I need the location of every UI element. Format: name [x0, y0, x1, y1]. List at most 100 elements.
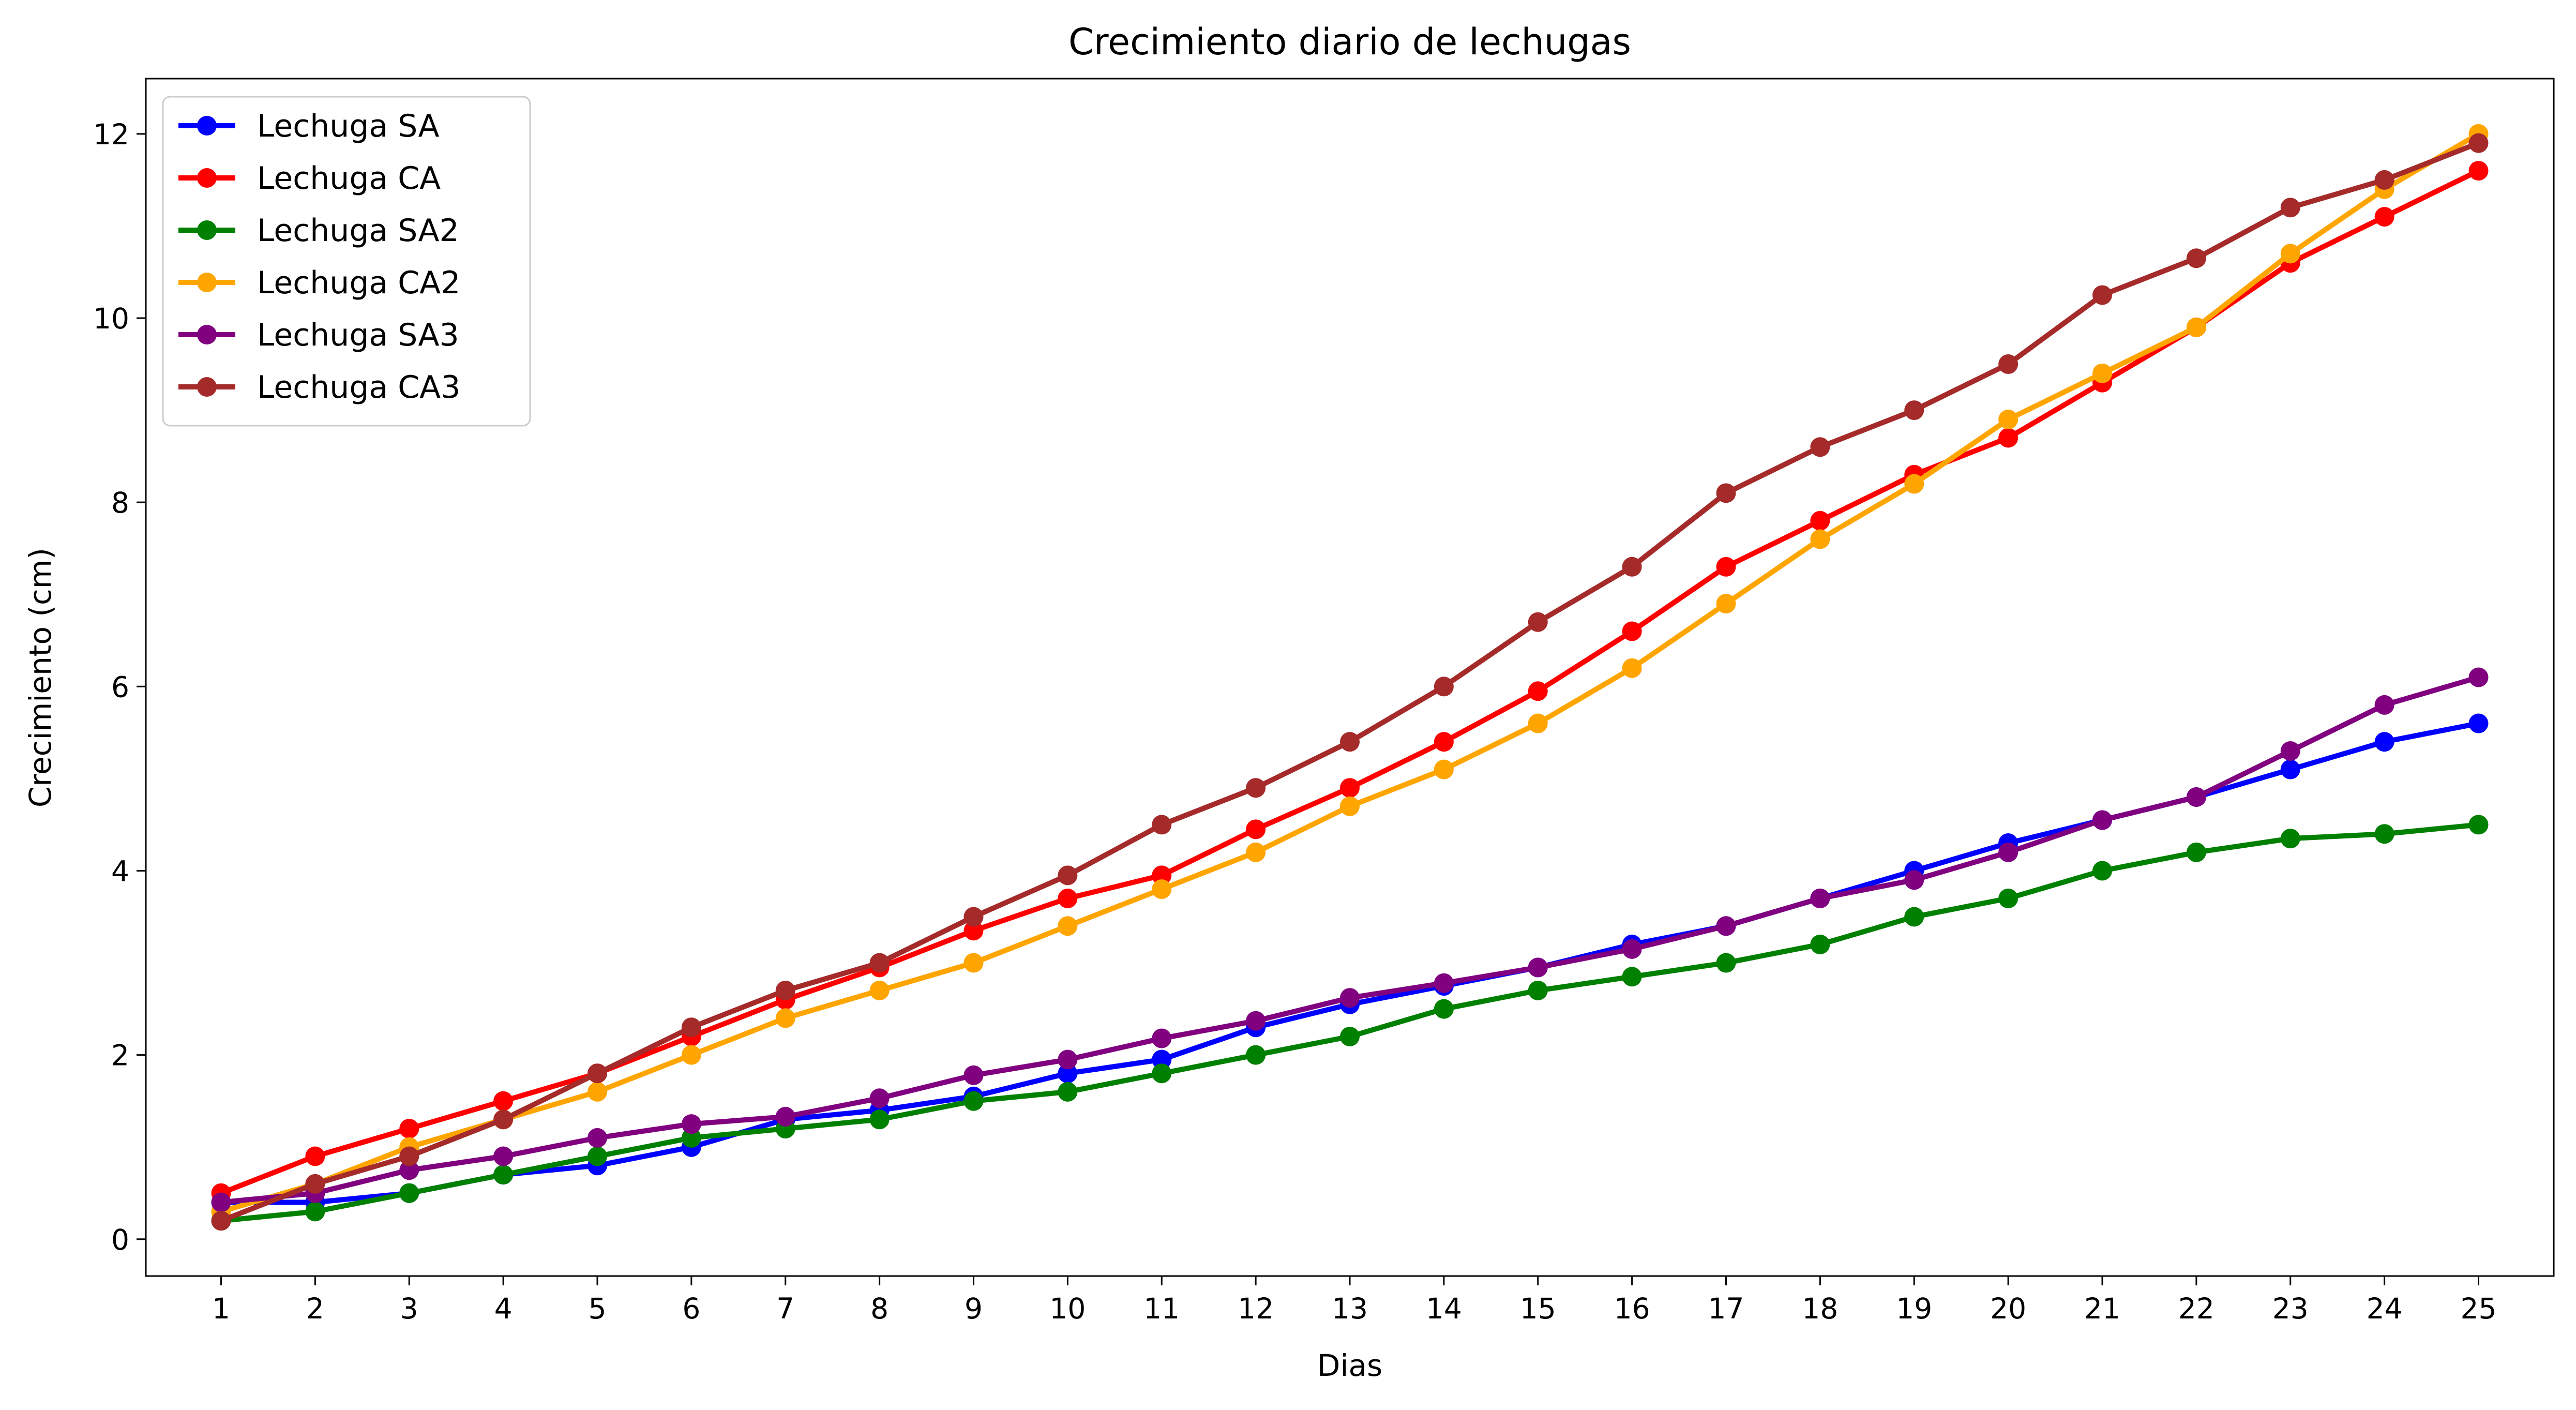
x-tick-label: 15 — [1520, 1292, 1556, 1325]
data-point — [2280, 244, 2300, 264]
data-point — [681, 1017, 701, 1038]
x-tick-label: 25 — [2461, 1292, 2497, 1325]
y-axis-label: Crecimiento (cm) — [23, 548, 58, 807]
x-axis-ticks: 1 2 3 4 5 6 7 8 9 10 11 12 13 14 15 16 17 18 19 20 21 22 23 24 2… — [212, 1276, 2497, 1325]
legend-label: Lechuga CA — [257, 160, 441, 197]
data-point — [1998, 354, 2018, 374]
data-point — [587, 1128, 607, 1148]
x-axis-label: Dias — [1317, 1348, 1383, 1383]
data-point — [1340, 988, 1360, 1008]
data-point — [1904, 907, 1924, 927]
legend-label: Lechuga SA3 — [257, 317, 459, 353]
data-point — [869, 953, 890, 973]
y-axis-ticks: 0 2 4 6 8 10 12 — [93, 118, 146, 1256]
data-point — [1528, 681, 1548, 701]
data-point — [1246, 819, 1266, 839]
data-point — [1058, 1049, 1078, 1070]
legend-label: Lechuga SA2 — [257, 213, 459, 249]
data-point — [2092, 861, 2112, 881]
data-point — [2468, 667, 2489, 687]
data-point — [1622, 658, 1642, 678]
data-point — [681, 1114, 701, 1134]
data-point — [399, 1146, 419, 1166]
data-point — [399, 1119, 419, 1139]
data-point — [1998, 409, 2018, 429]
data-point — [963, 921, 984, 941]
y-tick-label: 2 — [111, 1039, 129, 1072]
data-point — [2092, 285, 2112, 305]
data-point — [1716, 916, 1736, 936]
data-point — [587, 1082, 607, 1102]
x-tick-label: 18 — [1802, 1292, 1838, 1325]
data-point — [1058, 888, 1078, 908]
data-point — [2468, 161, 2489, 181]
x-tick-label: 13 — [1332, 1292, 1368, 1325]
data-point — [1998, 428, 2018, 448]
data-point — [1810, 437, 1830, 457]
data-point — [1904, 474, 1924, 494]
data-point — [2280, 829, 2300, 849]
legend-marker — [197, 325, 217, 344]
data-point — [305, 1202, 325, 1222]
data-point — [1058, 1063, 1078, 1084]
y-tick-label: 8 — [111, 486, 129, 519]
data-point — [1246, 1011, 1266, 1031]
x-tick-label: 12 — [1238, 1292, 1274, 1325]
data-point — [587, 1063, 607, 1084]
series-lechuga-ca3 — [211, 133, 2489, 1231]
data-point — [1810, 529, 1830, 549]
data-point — [1528, 957, 1548, 978]
data-point — [1058, 865, 1078, 886]
data-point — [1810, 511, 1830, 531]
data-point — [587, 1146, 607, 1166]
data-point — [1528, 713, 1548, 733]
data-point — [1716, 557, 1736, 577]
data-point — [1622, 939, 1642, 959]
x-tick-label: 19 — [1896, 1292, 1932, 1325]
legend-item: Lechuga SA — [178, 108, 440, 144]
data-point — [1152, 1028, 1172, 1048]
data-point — [1528, 980, 1548, 1000]
legend-marker — [197, 377, 217, 397]
y-tick-label: 12 — [93, 118, 129, 151]
x-tick-label: 1 — [212, 1292, 230, 1325]
data-point — [2280, 759, 2300, 779]
data-point — [1716, 483, 1736, 503]
data-point — [2468, 713, 2489, 733]
data-point — [869, 980, 890, 1000]
data-point — [2186, 317, 2206, 337]
data-point — [2374, 207, 2394, 227]
data-point — [869, 1088, 890, 1108]
data-point — [869, 1109, 890, 1130]
data-point — [1152, 1049, 1172, 1070]
data-point — [493, 1165, 514, 1185]
data-point — [963, 1065, 984, 1085]
data-point — [1246, 842, 1266, 862]
x-tick-label: 5 — [589, 1292, 607, 1325]
x-tick-label: 22 — [2178, 1292, 2215, 1325]
data-point — [1058, 916, 1078, 936]
x-tick-label: 23 — [2272, 1292, 2309, 1325]
y-tick-label: 10 — [93, 302, 129, 335]
data-point — [2092, 363, 2112, 383]
x-tick-label: 17 — [1708, 1292, 1744, 1325]
x-tick-label: 9 — [965, 1292, 983, 1325]
x-tick-label: 4 — [494, 1292, 513, 1325]
legend-box — [162, 96, 531, 427]
data-point — [1622, 621, 1642, 641]
legend-item: Lechuga SA2 — [178, 213, 459, 249]
y-tick-label: 6 — [111, 670, 129, 703]
data-point — [1810, 934, 1830, 954]
data-point — [211, 1211, 231, 1231]
data-point — [775, 1106, 795, 1127]
data-point — [1340, 1027, 1360, 1046]
data-point — [211, 1192, 231, 1212]
x-tick-label: 8 — [870, 1292, 888, 1325]
data-point — [1340, 732, 1360, 752]
data-point — [1152, 879, 1172, 899]
data-point — [1434, 973, 1454, 993]
x-tick-label: 14 — [1426, 1292, 1462, 1325]
data-point — [1716, 594, 1736, 614]
